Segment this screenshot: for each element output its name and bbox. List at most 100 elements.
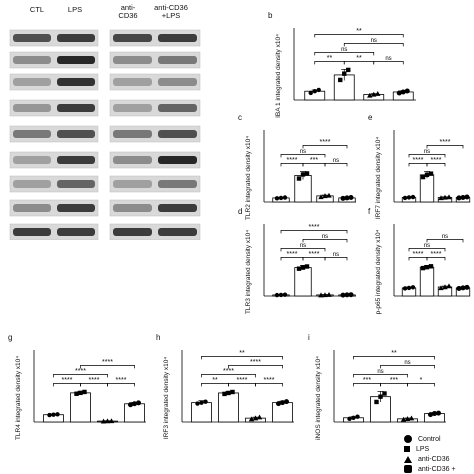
significance-bracket [280,154,326,158]
significance-label: **** [223,368,234,375]
blot-band [113,180,152,188]
significance-label: **** [320,139,331,146]
data-point [282,195,288,200]
data-point [340,195,346,201]
bar [191,402,212,423]
legend-item-anti-cd36-lps: anti-CD36 + [404,464,456,474]
significance-label: ns [322,234,328,240]
data-point [136,400,141,406]
data-point [296,176,302,181]
significance-label: ns [300,243,306,249]
significance-bracket [255,383,283,387]
data-point [344,195,350,201]
significance-label: **** [309,224,320,231]
panel-letter: h [156,333,160,342]
bar [70,392,91,423]
panel-b: b IBA 1 integrated density x10⁴ ** ** ns ns ns… [260,10,420,118]
blot-band [57,104,95,112]
blot-band [113,104,152,112]
data-point [226,390,231,396]
data-point [374,399,379,405]
y-axis-label: IRF7 integrated density x10⁴ [375,137,382,219]
significance-bracket [324,257,348,261]
data-point [296,266,302,271]
significance-label: **** [116,377,127,384]
panel-h: h IRF3 integrated density x10⁴ ** **** **** *… [148,332,298,439]
data-point [203,399,208,404]
significance-label: **** [287,157,298,164]
blot-band [113,156,152,164]
panel-letter: d [238,207,242,216]
data-point [408,415,415,421]
significance-bracket [324,163,348,167]
blot-band [13,130,51,138]
significance-label: *** [363,377,371,384]
blot-band [13,204,51,212]
blot-band [57,34,95,42]
data-point [355,414,360,419]
square-marker-icon [404,446,410,452]
significance-label: **** [62,377,73,384]
y-axis-label: IBA 1 integrated density x10⁴ [275,34,282,118]
data-point [464,284,470,290]
data-point [300,265,306,270]
data-point [300,172,306,177]
significance-bracket [380,365,435,369]
blot-band [13,34,51,42]
data-point [322,193,328,199]
data-point [252,415,259,421]
data-point [375,91,381,96]
data-point [420,265,426,271]
panel-letter: g [8,333,12,342]
significance-bracket [228,365,283,369]
bar [419,266,435,297]
legend-label: anti-CD36 + [418,465,456,473]
panel-f: f p-p65 integrated density x10⁴ **** **** ns… [360,206,474,314]
blot-band [113,228,152,236]
lane-label-anti-cd36: anti- CD36 [118,3,138,20]
data-point [402,286,408,291]
data-point [104,418,111,424]
data-point [460,285,466,291]
data-point [456,195,462,201]
y-axis-label: IRF3 integrated density x10⁴ [163,357,170,439]
blot-band [113,56,152,64]
data-point [406,285,412,291]
data-point [230,389,235,395]
data-point [342,71,347,76]
data-point [132,401,137,407]
significance-label: ns [341,47,347,53]
legend-item-anti-cd36: anti-CD36 [404,454,456,464]
significance-bracket [408,248,446,252]
data-point [348,292,354,298]
legend-item-lps: LPS [404,444,456,454]
blot-band [13,180,51,188]
lane-label-anti-cd36-lps: anti-CD36 +LPS [154,3,188,20]
y-axis-label: TLR3 integrated density x10⁴ [245,230,252,314]
blot-band [158,34,197,42]
significance-label: ** [391,350,397,357]
data-point [278,292,284,298]
significance-bracket [407,383,435,387]
data-point [367,92,373,98]
data-point [460,194,466,200]
data-point [400,89,406,95]
significance-bracket [302,145,348,149]
data-point [436,410,441,416]
significance-bracket [408,154,446,158]
significance-label: ** [356,28,362,35]
data-point [274,292,280,298]
significance-label: **** [413,251,424,258]
significance-label: *** [310,157,318,164]
data-point [351,415,356,420]
data-point [100,418,107,424]
data-point [128,402,133,408]
blot-band [57,56,95,64]
triangle-marker-icon [404,455,412,463]
data-point [410,194,416,200]
significance-bracket [426,163,446,167]
blot-band [158,130,197,138]
y-axis-label: p-p65 integrated density x10⁴ [375,229,382,314]
data-point [256,414,263,420]
significance-bracket [314,34,404,38]
